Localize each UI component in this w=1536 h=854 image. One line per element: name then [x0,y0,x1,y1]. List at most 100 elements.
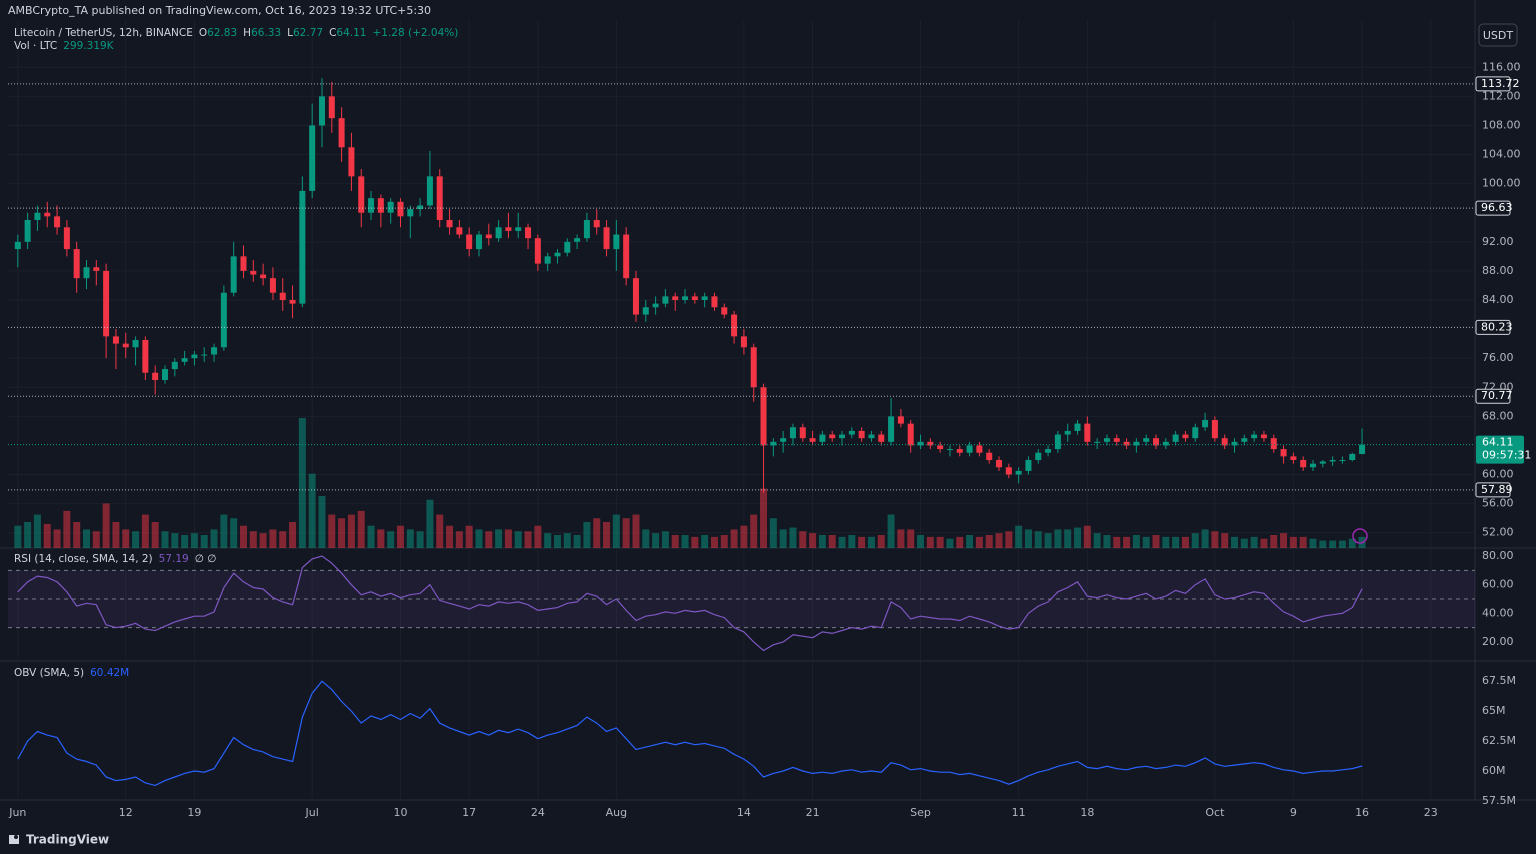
volume-bar [132,531,140,548]
candle-body [662,296,669,304]
y-tick-label: 60.00 [1482,578,1514,591]
candle-body [652,303,659,308]
volume-bar [1250,536,1258,548]
candle-body [642,307,649,315]
y-tick-label: 84.00 [1482,293,1514,306]
indicator-line [17,555,1363,652]
volume-bar [603,522,611,548]
volume-bar [907,529,915,548]
volume-bar [612,514,620,548]
candle-body [417,205,424,210]
volume-bar [995,533,1003,548]
indicator-legend: RSI (14, close, SMA, 14, 2) 57.19 ∅ ∅ [14,553,216,565]
candle-body [956,449,963,453]
volume-bar [671,535,679,548]
volume-bar [779,529,787,548]
level-label: 70.77 [1481,389,1513,402]
volume-bar [750,514,758,548]
x-tick-label: 17 [462,806,476,819]
candle-body [907,423,914,446]
candle-body [495,227,502,239]
volume-bar [838,536,846,548]
candle-body [1035,452,1042,460]
volume-bar [1054,529,1062,548]
y-tick-label: 65M [1482,704,1506,717]
candle-body [927,441,934,446]
volume-bar [1103,535,1111,548]
x-tick-label: 24 [531,806,545,819]
candle-body [515,227,522,231]
volume-bar [112,522,120,548]
candle-body [318,96,325,126]
volume-bar [181,535,189,548]
volume-bar [63,510,71,548]
alert-badge [1352,528,1368,544]
x-tick-label: Oct [1205,806,1225,819]
ohlc-value: 66.33 [251,27,281,39]
candle-body [848,430,855,435]
level-label: 57.89 [1481,483,1513,496]
candle-body [377,198,384,213]
candle-body [574,238,581,242]
candle-body [819,434,826,442]
candle-body [1182,434,1189,439]
candle-body [799,427,806,439]
candle-body [623,234,630,279]
candle-body [1349,453,1356,460]
candle-body [112,336,119,344]
ohlc-key: C [329,27,336,39]
volume-bar [485,531,493,548]
volume-bar [936,536,944,548]
volume-bar [190,533,198,548]
volume-bar [210,529,218,548]
y-tick-label: 52.00 [1482,526,1514,539]
volume-bar [1309,538,1317,548]
candle-body [829,434,836,439]
candle-body [839,434,846,439]
y-tick-label: 116.00 [1482,60,1521,73]
level-label: 80.23 [1481,320,1513,333]
candle-body [456,227,463,235]
volume-bar [573,535,581,548]
candle-body [613,234,620,250]
indicator-legend: OBV (SMA, 5) 60.42M [14,667,129,679]
volume-bar [534,525,542,548]
candle-body [279,292,286,300]
candle-body [564,241,571,253]
candle-body [1153,438,1160,446]
candle-body [309,125,316,191]
volume-bar [14,525,22,548]
volume-bar [171,533,179,548]
volume-bar [642,529,650,548]
candle-body [1260,434,1267,439]
volume-bar [122,529,130,548]
candle-body [1045,449,1052,453]
candle-body [711,296,718,308]
volume-bar [887,514,895,548]
countdown: 09:57:31 [1482,449,1531,462]
volume-bar [298,418,306,548]
candle-body [593,220,600,228]
volume-bar [416,531,424,548]
y-tick-label: 112.00 [1482,89,1521,102]
volume-bar [1142,536,1150,548]
volume-bar [583,522,591,548]
candle-body [220,292,227,348]
level-label-box [1475,200,1511,216]
x-tick-label: 19 [187,806,201,819]
currency-button[interactable] [1478,23,1518,47]
symbol-title: Litecoin / TetherUS, 12h, BINANCE [14,27,193,39]
candle-body [1094,441,1101,443]
currency-label[interactable]: USDT [1483,29,1514,42]
volume-bar [161,531,169,548]
candle-body [1192,427,1199,439]
level-label: 113.72 [1481,77,1520,90]
candle-body [1211,420,1218,439]
volume-bar [926,536,934,548]
candle-body [1231,441,1238,446]
volume-bar [917,535,925,548]
candle-body [260,274,267,279]
candle-body [672,296,679,300]
volume-bar [593,518,601,548]
level-label-box [1475,319,1511,335]
